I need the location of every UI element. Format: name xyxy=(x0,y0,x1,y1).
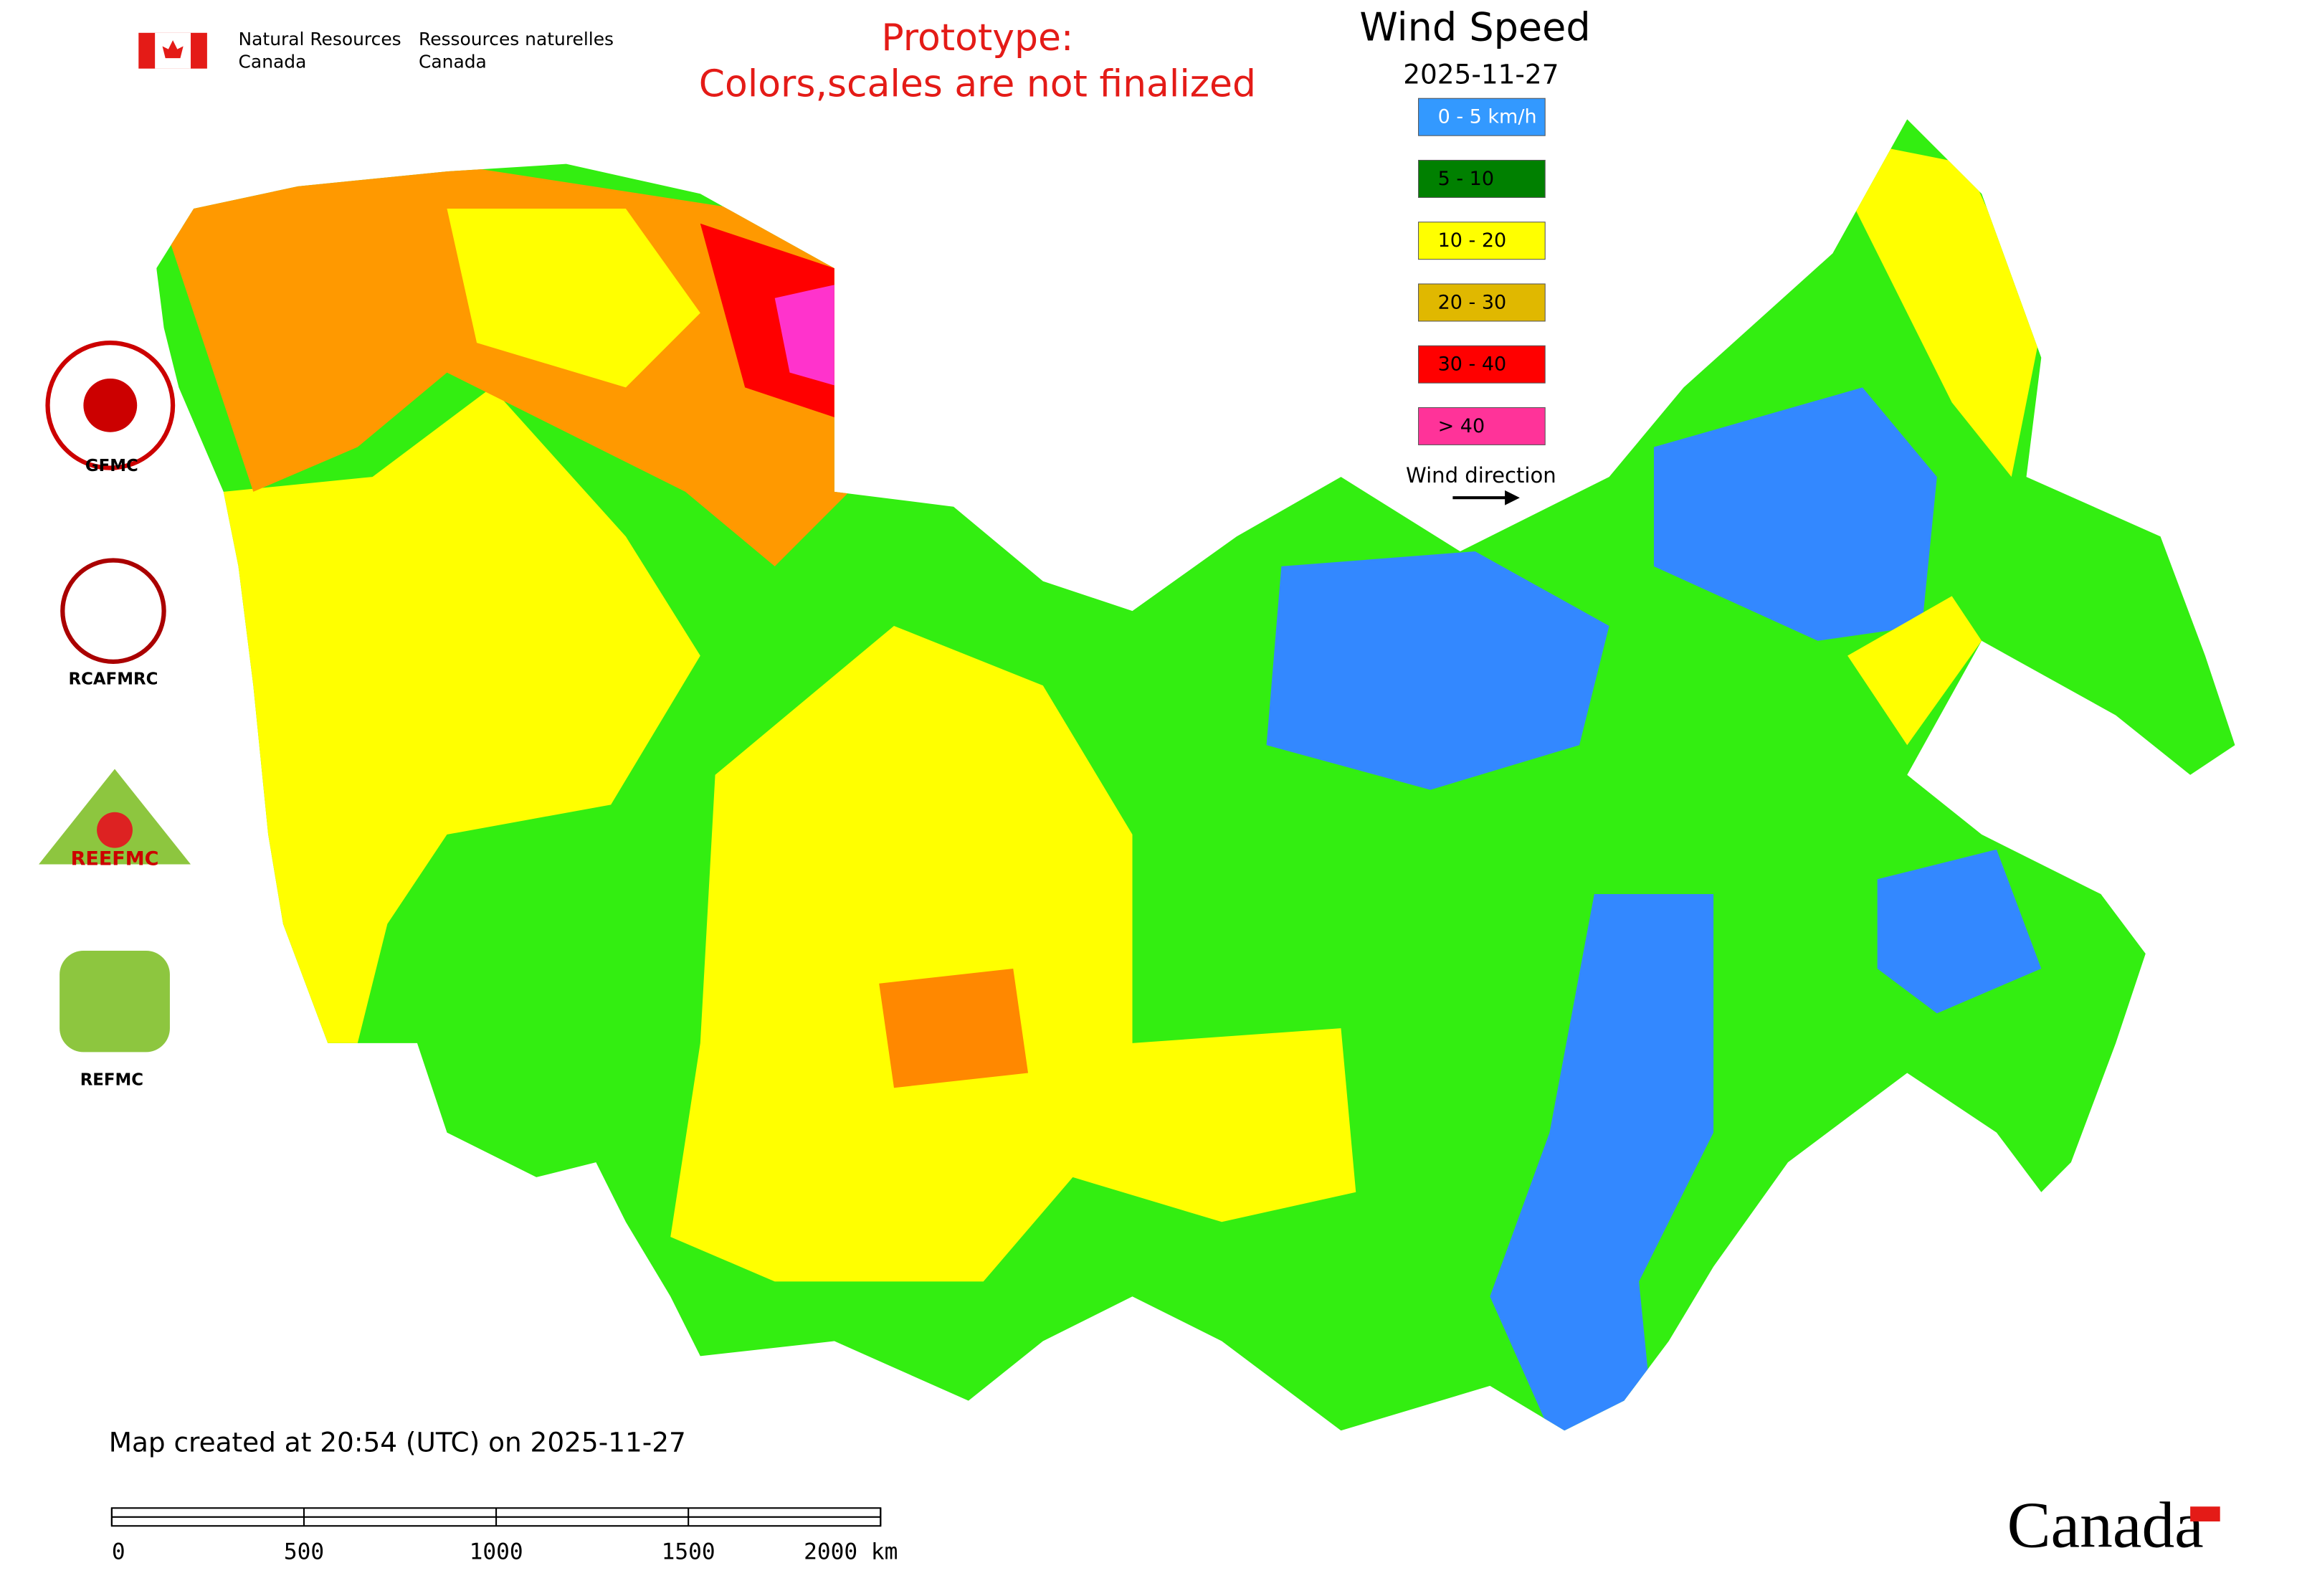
legend-label: > 40 xyxy=(1438,415,1485,437)
canada-wordmark: Canada xyxy=(2007,1489,2204,1562)
org-en: Natural Resources xyxy=(239,29,401,49)
rcafmrc-logo xyxy=(60,558,166,664)
legend-swatch xyxy=(1418,283,1546,322)
logo-text: REEFMC xyxy=(71,848,159,870)
scale-label: 2000 km xyxy=(804,1539,898,1565)
org-en: Canada xyxy=(239,51,307,72)
scale-label: 0 xyxy=(112,1539,125,1565)
legend-title: Wind Speed xyxy=(1359,4,1590,49)
wind-direction-label: Wind direction xyxy=(1406,463,1556,488)
scale-label: 1500 xyxy=(662,1539,715,1565)
org-fr: Ressources naturelles xyxy=(419,29,614,49)
maple-leaf xyxy=(162,40,184,59)
scale-label: 500 xyxy=(284,1539,324,1565)
wind-arrow-head xyxy=(1505,490,1520,505)
notice: Colors,scales are not finalized xyxy=(699,63,1256,106)
legend-label: 5 - 10 xyxy=(1438,168,1494,190)
logo-label: RCAFMRC xyxy=(69,670,158,688)
org-fr: Canada xyxy=(419,51,487,72)
legend: 0 - 5 km/h 5 - 10 10 - 20 20 - 30 30 - 40 > 4… xyxy=(1418,98,1546,445)
legend-swatch xyxy=(1418,222,1546,260)
wordmark-flag xyxy=(2190,1506,2220,1522)
reefmc-logo-center xyxy=(97,812,133,848)
legend-swatch xyxy=(1418,407,1546,445)
scale-bar: 0 500 1000 1500 2000 km xyxy=(110,1507,898,1565)
legend-swatch xyxy=(1418,98,1546,136)
logo-label: REFMC xyxy=(80,1070,143,1089)
notice: Prototype: xyxy=(881,16,1073,60)
legend-swatch xyxy=(1418,345,1546,384)
refmc-logo xyxy=(60,951,170,1053)
legend-label: 0 - 5 km/h xyxy=(1438,106,1537,128)
legend-swatch xyxy=(1418,159,1546,198)
legend-label: 20 - 30 xyxy=(1438,291,1507,313)
legend-label: 10 - 20 xyxy=(1438,229,1507,252)
legend-label: 30 - 40 xyxy=(1438,353,1507,376)
gfmc-logo-center xyxy=(83,378,138,432)
legend-date: 2025-11-27 xyxy=(1403,59,1559,90)
created-note: Map created at 20:54 (UTC) on 2025-11-27 xyxy=(109,1426,686,1458)
scale-label: 1000 xyxy=(470,1539,523,1565)
logo-label: GFMC xyxy=(85,457,138,475)
